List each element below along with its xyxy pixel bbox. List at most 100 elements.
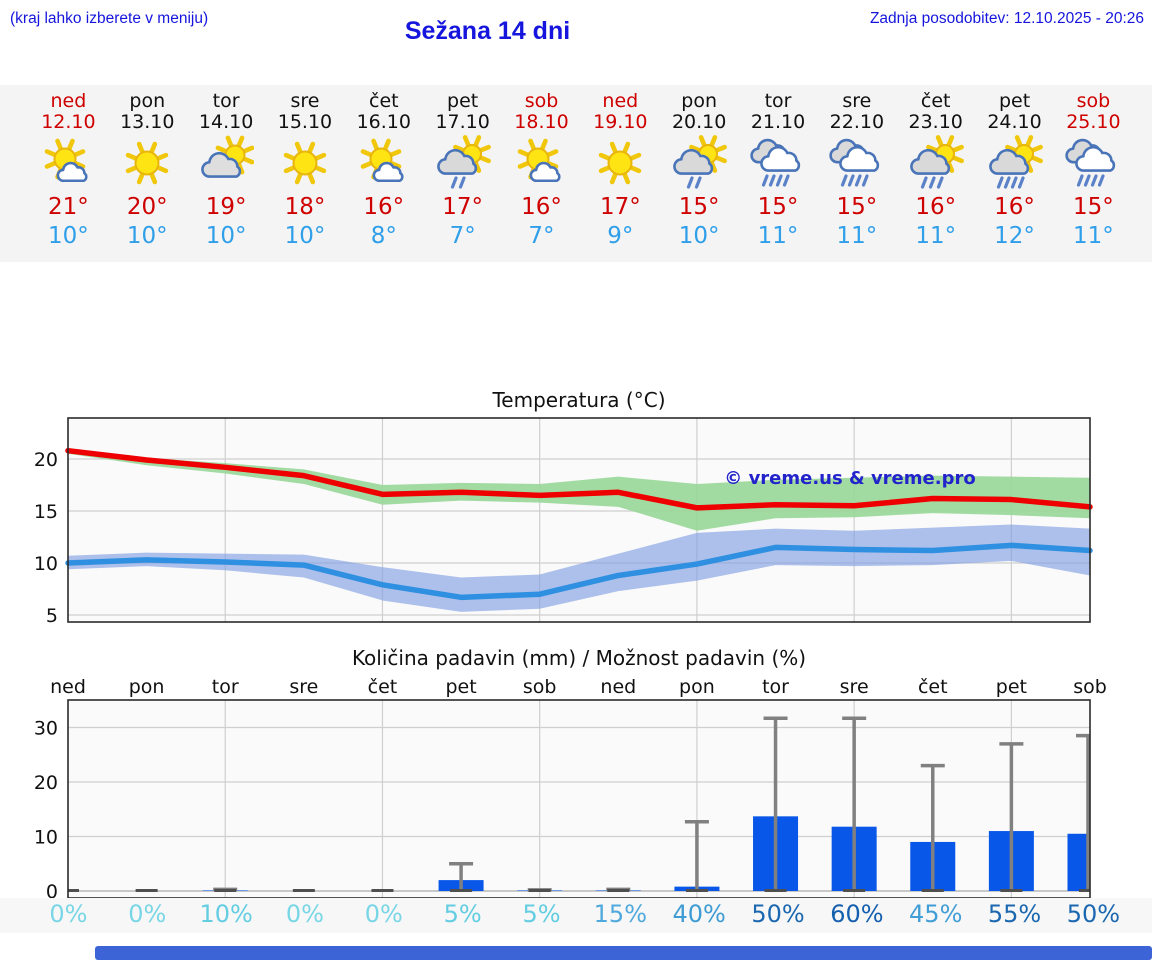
- forecast-day-column[interactable]: pet 24.10 16° 12°: [975, 85, 1054, 262]
- day-max-temp: 18°: [284, 194, 326, 220]
- svg-text:ned: ned: [600, 676, 636, 698]
- day-min-temp: 11°: [836, 223, 878, 249]
- svg-text:tor: tor: [762, 676, 789, 698]
- svg-text:20: 20: [34, 449, 58, 471]
- precip-probability-label: 0%: [49, 900, 88, 928]
- svg-text:0: 0: [46, 881, 58, 903]
- sun-cloud-rain-icon: [896, 135, 975, 193]
- forecast-day-column[interactable]: ned 12.10 21° 10°: [29, 85, 108, 262]
- day-max-temp: 21°: [48, 194, 89, 220]
- svg-text:sre: sre: [840, 676, 869, 698]
- sun-icon: [581, 135, 660, 193]
- precip-probability-label: 0%: [285, 900, 324, 928]
- forecast-day-column[interactable]: ned 19.10 17° 9°: [581, 85, 660, 262]
- day-date: 18.10: [514, 111, 569, 133]
- day-max-temp: 16°: [521, 194, 562, 220]
- day-name: sre: [290, 90, 320, 112]
- forecast-day-column[interactable]: pon 20.10 15° 10°: [660, 85, 739, 262]
- day-min-temp: 11°: [757, 223, 799, 249]
- day-date: 20.10: [671, 111, 727, 133]
- forecast-day-column[interactable]: čet 23.10 16° 11°: [896, 85, 975, 262]
- day-name: tor: [764, 90, 792, 112]
- forecast-day-column[interactable]: sre 15.10 18° 10°: [266, 85, 345, 262]
- forecast-day-column[interactable]: sre 22.10 15° 11°: [817, 85, 896, 262]
- day-min-temp: 11°: [1073, 223, 1114, 249]
- watermark: © vreme.us & vreme.pro: [724, 468, 975, 489]
- forecast-day-column[interactable]: pon 13.10 20° 10°: [108, 85, 187, 262]
- forecast-day-column[interactable]: tor 14.10 19° 10°: [187, 85, 266, 262]
- day-min-temp: 10°: [48, 223, 89, 249]
- day-name: sob: [524, 90, 559, 112]
- day-date: 12.10: [41, 111, 96, 133]
- precip-probability-label: 5%: [522, 900, 561, 928]
- day-min-temp: 7°: [528, 223, 555, 249]
- forecast-strip: ned 12.10 21° 10° pon 13.10 20° 10° tor 14.10 19° 1…: [0, 85, 1152, 262]
- precip-bar: [1067, 833, 1090, 891]
- svg-text:pet: pet: [996, 676, 1027, 698]
- temperature-chart: 5 10 15 20 © vreme.us & vreme.pro: [34, 417, 1093, 627]
- day-name: ned: [602, 90, 639, 112]
- clouds-rain-icon: [1054, 135, 1133, 193]
- forecast-day-column[interactable]: sob 25.10 15° 11°: [1054, 85, 1133, 262]
- cloud-sun-icon: [187, 135, 266, 193]
- precip-probability-label: 50%: [1066, 900, 1121, 928]
- forecast-day-column[interactable]: pet 17.10 17° 7°: [423, 85, 502, 262]
- day-name: čet: [369, 90, 399, 112]
- day-date: 22.10: [829, 111, 885, 133]
- svg-text:pon: pon: [129, 676, 165, 698]
- forecast-day-column[interactable]: tor 21.10 15° 11°: [739, 85, 818, 262]
- svg-text:5: 5: [46, 605, 58, 627]
- precip-probability-label: 45%: [909, 900, 963, 928]
- day-name: sob: [1076, 90, 1111, 112]
- svg-text:pon: pon: [679, 676, 715, 698]
- day-name: ned: [50, 90, 87, 112]
- max-temperature-line: [65, 447, 1093, 511]
- day-name: pon: [681, 90, 718, 112]
- precip-probability-label: 40%: [672, 900, 726, 928]
- day-min-temp: 10°: [205, 223, 247, 249]
- day-name: pon: [129, 90, 166, 112]
- day-min-temp: 10°: [678, 223, 720, 249]
- day-max-temp: 15°: [836, 194, 878, 220]
- precip-probability-label: 0%: [128, 900, 167, 928]
- svg-text:10: 10: [34, 553, 58, 575]
- forecast-day-column[interactable]: čet 16.10 16° 8°: [344, 85, 423, 262]
- day-date: 25.10: [1066, 111, 1121, 133]
- day-date: 17.10: [435, 111, 490, 133]
- svg-text:ned: ned: [50, 676, 86, 698]
- precip-probability-label: 50%: [751, 900, 805, 928]
- day-min-temp: 8°: [370, 223, 397, 249]
- day-date: 16.10: [356, 111, 411, 133]
- last-updated: Zadnja posodobitev: 12.10.2025 - 20:26: [869, 10, 1144, 27]
- location-hint: (kraj lahko izberete v meniju): [10, 10, 209, 27]
- forecast-day-column[interactable]: sob 18.10 16° 7°: [502, 85, 581, 262]
- day-min-temp: 12°: [994, 223, 1035, 249]
- day-date: 23.10: [908, 111, 963, 133]
- svg-text:sre: sre: [289, 676, 318, 698]
- day-min-temp: 10°: [126, 223, 168, 249]
- day-max-temp: 17°: [599, 194, 641, 220]
- day-date: 21.10: [750, 111, 806, 133]
- day-max-temp: 16°: [915, 194, 957, 220]
- day-date: 19.10: [593, 111, 648, 133]
- clouds-rain-icon: [739, 135, 818, 193]
- day-date: 15.10: [277, 111, 333, 133]
- day-min-temp: 10°: [284, 223, 326, 249]
- precipitation-chart: ned pon tor sre čet pet sob ned pon tor sre čet pet s…: [34, 676, 1107, 903]
- svg-text:tor: tor: [212, 676, 239, 698]
- svg-text:sob: sob: [1073, 676, 1107, 698]
- svg-text:pet: pet: [445, 676, 476, 698]
- day-date: 14.10: [198, 111, 254, 133]
- clouds-rain-icon: [817, 135, 896, 193]
- temperature-chart-title: Temperatura (°C): [492, 388, 666, 412]
- precip-probability-label: 0%: [364, 900, 403, 928]
- svg-text:čet: čet: [368, 676, 398, 698]
- max-temperature-range: [68, 448, 1090, 531]
- svg-text:20: 20: [34, 772, 58, 794]
- day-min-temp: 7°: [449, 223, 476, 249]
- sun-cloud-rain-icon: [660, 135, 739, 193]
- day-name: tor: [212, 90, 240, 112]
- day-max-temp: 15°: [678, 194, 720, 220]
- day-name: čet: [920, 90, 951, 112]
